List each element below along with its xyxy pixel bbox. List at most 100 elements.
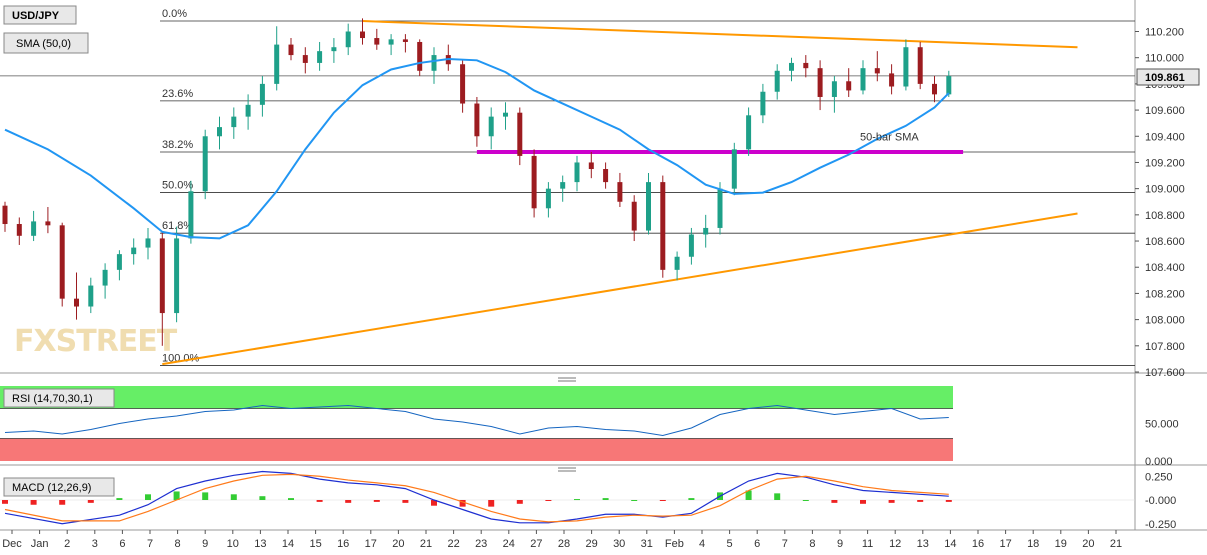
rsi-overbought-band [0, 386, 953, 409]
macd-histogram-bar [30, 500, 37, 505]
macd-histogram-bar [659, 500, 666, 501]
time-tick-label: 4 [699, 538, 705, 550]
candle-body [660, 182, 666, 270]
time-tick-label: 9 [837, 538, 843, 550]
macd-panel: 0.250 -0.000 -0.250 [0, 470, 1176, 531]
macd-histogram-bar [688, 498, 695, 500]
candlesticks [2, 18, 952, 346]
fib-level-label: 50.0% [162, 180, 193, 192]
price-tick-label: 108.600 [1145, 236, 1185, 248]
macd-histogram-bar [888, 500, 895, 503]
price-tick-label: 108.200 [1145, 288, 1185, 300]
macd-histogram-bar [774, 493, 781, 500]
time-tick-label: 3 [92, 538, 98, 550]
candle-body [560, 182, 566, 189]
fib-level-label: 23.6% [162, 88, 193, 100]
macd-histogram-bar [574, 499, 580, 501]
macd-histogram-bar [431, 500, 437, 506]
macd-histogram-bar [202, 492, 209, 500]
time-tick-label: 8 [175, 538, 181, 550]
macd-histogram-bar [745, 490, 752, 500]
macd-histogram-bar [402, 500, 409, 503]
candle-body [45, 221, 51, 226]
macd-histogram-bar [230, 494, 237, 500]
rsi-indicator-label: RSI (14,70,30,1) [12, 393, 93, 405]
candle-body [932, 83, 937, 95]
candle-body [588, 162, 594, 170]
trendlines [162, 20, 1078, 366]
time-tick-label: 8 [809, 538, 815, 550]
time-tick-label: 17 [365, 538, 377, 550]
candle-body [402, 39, 408, 42]
candle-body [889, 73, 895, 87]
macd-histogram-bar [145, 494, 151, 500]
last-price-badge: 109.861 [1136, 68, 1200, 86]
time-tick-label: 21 [420, 538, 432, 550]
symbol-tag[interactable]: USD/JPY [3, 5, 77, 25]
candle-body [74, 298, 79, 307]
candle-body [803, 62, 809, 69]
candle-body [646, 182, 651, 231]
resistance-trendline [362, 20, 1078, 49]
macd-panel-resize-handle[interactable] [555, 466, 579, 474]
price-tick-label: 109.000 [1145, 184, 1185, 196]
time-tick-label: 11 [862, 538, 873, 550]
last-price-value: 109.861 [1145, 72, 1185, 84]
candle-body [317, 51, 323, 63]
macd-histogram-bar [545, 500, 552, 501]
sma-indicator-label: SMA (50,0) [16, 38, 71, 50]
macd-histogram-bar [173, 491, 180, 500]
candle-body [703, 227, 709, 235]
candle-body [116, 254, 122, 270]
time-tick-label: 17 [999, 538, 1011, 550]
time-tick-label: 10 [227, 538, 239, 550]
time-tick-label: 20 [392, 538, 404, 550]
time-tick-label: 15 [309, 538, 321, 550]
candle-body [16, 224, 22, 236]
price-tick-label: 109.600 [1145, 105, 1185, 117]
time-tick-label: 5 [727, 538, 733, 550]
time-tick-label: 28 [558, 538, 570, 550]
rsi-panel-resize-handle[interactable] [555, 376, 579, 384]
candle-body [503, 112, 508, 117]
time-tick-label: 14 [282, 538, 294, 550]
candle-body [331, 47, 337, 52]
candle-body [245, 104, 251, 117]
candle-body [688, 234, 694, 257]
macd-tick-label: -0.000 [1145, 495, 1176, 507]
time-axis: Dec Jan 2 3 6 7 8 9 10 13 14 15 16 17 20 21 22 23 24 27 28 29… [2, 530, 1122, 550]
rsi-indicator-tag[interactable]: RSI (14,70,30,1) [3, 388, 115, 408]
candle-body [217, 127, 222, 137]
macd-histogram-bar [602, 498, 609, 500]
macd-indicator-tag[interactable]: MACD (12,26,9) [3, 477, 115, 497]
time-tick-label: 18 [1027, 538, 1039, 550]
time-tick-label: 29 [585, 538, 597, 550]
candle-body [417, 41, 423, 71]
rsi-oversold-band [0, 438, 953, 461]
candle-body [717, 188, 723, 228]
candle-body [774, 70, 780, 92]
time-tick-label: Feb [665, 538, 684, 550]
time-tick-label: 23 [475, 538, 487, 550]
time-tick-label: 24 [503, 538, 515, 550]
time-tick-label: 13 [917, 538, 929, 550]
candle-body [102, 269, 108, 286]
candle-body [59, 225, 65, 299]
time-tick-label: 13 [254, 538, 266, 550]
candle-body [174, 238, 180, 314]
rsi-tick-label: 0.000 [1145, 456, 1173, 468]
sma-line [4, 57, 950, 240]
fib-level-label: 61.8% [162, 220, 193, 232]
macd-histogram-bar [516, 500, 523, 504]
sma-layer: 50-bar SMA [4, 57, 950, 240]
candle-body [946, 76, 952, 95]
fib-level-label: 100.0% [162, 352, 200, 364]
time-tick-label: 19 [1055, 538, 1067, 550]
price-tick-label: 109.200 [1145, 157, 1185, 169]
candle-body [731, 149, 737, 189]
sma-indicator-tag[interactable]: SMA (50,0) [3, 32, 89, 54]
candle-body [159, 238, 165, 314]
price-tick-label: 107.600 [1145, 367, 1185, 379]
macd-histogram-bar [917, 500, 924, 502]
time-tick-label: Dec [2, 538, 22, 550]
